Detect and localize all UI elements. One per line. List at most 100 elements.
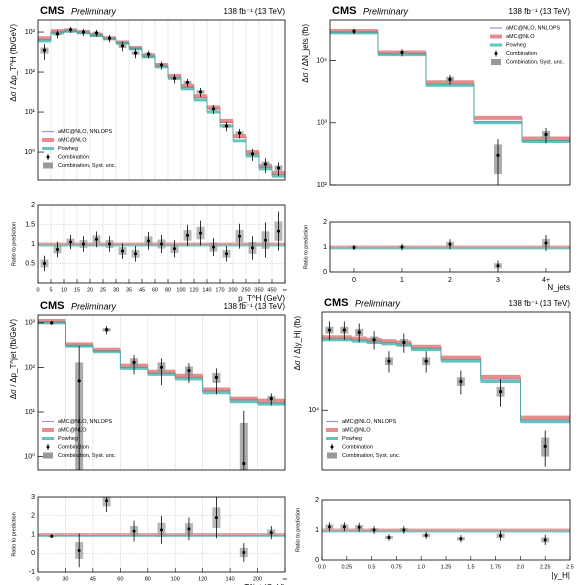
- ratio-y-tick-label: -1: [29, 569, 35, 576]
- data-point: [132, 360, 136, 364]
- legend-label: Powheg: [342, 436, 362, 442]
- ratio-plot: [322, 500, 570, 560]
- data-point: [352, 29, 356, 34]
- x-tick-label: 2.5: [566, 564, 574, 570]
- plot-frame: [37, 19, 286, 181]
- legend-label: Combination, Syst. unc.: [58, 453, 117, 459]
- data-point: [107, 36, 112, 40]
- legend-label: Combination: [506, 51, 537, 57]
- plot-frame: [329, 19, 571, 186]
- cms-label: CMS: [324, 297, 348, 309]
- data-point: [94, 31, 99, 35]
- ratio-point: [147, 239, 150, 243]
- x-tick-label: 1.0: [417, 564, 425, 570]
- x-axis-label: |y_H|: [552, 571, 570, 580]
- data-point: [198, 90, 203, 94]
- plot-frame: [321, 311, 571, 471]
- data-point: [159, 63, 164, 67]
- ratio-frame: [37, 204, 286, 284]
- ratio-y-tick-label: 2: [323, 219, 327, 226]
- ratio-point: [544, 241, 548, 245]
- y-tick-label: 10¹: [25, 409, 36, 416]
- x-tick-label: 0.0: [318, 564, 326, 570]
- ratio-point: [372, 528, 376, 532]
- y-tick-label: 10⁴: [308, 407, 319, 414]
- y-tick-label: 10⁰: [24, 452, 35, 460]
- data-point: [187, 368, 191, 373]
- y-axis-label: Δσ / Δp_T^H (fb/GeV): [9, 24, 18, 102]
- ratio-point: [105, 499, 109, 503]
- legend-label: Powheg: [58, 146, 78, 152]
- ratio-y-tick-label: 2: [315, 497, 319, 504]
- x-tick-label: 200: [228, 287, 237, 293]
- ratio-point: [459, 537, 463, 541]
- x-tick-label: 170: [215, 287, 224, 293]
- ratio-point: [277, 229, 280, 233]
- ratio-y-tick-label: 1: [315, 527, 319, 534]
- ratio-y-tick-label: 0: [323, 269, 327, 276]
- x-tick-label: 30: [62, 576, 68, 582]
- legend-label: aMC@NLO, NNLOPS: [58, 419, 113, 425]
- data-point: [211, 107, 216, 111]
- cms-label: CMS: [332, 5, 356, 17]
- x-tick-label: ∞: [283, 287, 287, 293]
- legend-label: Combination: [58, 444, 89, 450]
- legend-swatch: [46, 445, 50, 449]
- x-tick-label: 35: [126, 287, 132, 293]
- ratio-point: [238, 234, 241, 238]
- data-point: [544, 132, 548, 137]
- ratio-point: [499, 534, 503, 538]
- ratio-point: [269, 531, 273, 535]
- data-point: [276, 166, 281, 170]
- data-point: [81, 30, 86, 34]
- x-tick-label: 2.25: [540, 564, 551, 570]
- data-point: [424, 359, 428, 363]
- legend-swatch: [330, 445, 334, 449]
- ratio-point: [199, 231, 202, 235]
- y-tick-label: 10²: [25, 364, 36, 371]
- x-tick-label: 2: [448, 277, 452, 284]
- legend-label: aMC@NLO: [58, 427, 87, 433]
- ratio-point: [108, 242, 111, 246]
- legend-label: aMC@NLO, NNLOPS: [58, 129, 113, 135]
- ratio-point: [50, 534, 54, 538]
- x-tick-label: 100: [171, 576, 180, 582]
- data-point: [55, 32, 60, 36]
- data-point: [400, 50, 404, 55]
- data-point: [146, 52, 151, 56]
- data-point: [250, 152, 255, 156]
- y-tick-label: 10⁴: [316, 57, 327, 64]
- x-axis-label: p_T^jet (GeV): [235, 583, 285, 585]
- legend-label: aMC@NLO, NNLOPS: [342, 419, 397, 425]
- data-point: [372, 338, 376, 342]
- data-point: [269, 396, 273, 401]
- ratio-point: [357, 525, 361, 529]
- data-point: [387, 359, 391, 363]
- lumi-label: 138 fb⁻¹ (13 TeV): [224, 7, 286, 16]
- x-tick-label: 45: [139, 287, 145, 293]
- data-point: [498, 390, 503, 394]
- plot-frame: [37, 314, 286, 471]
- ratio-y-tick-label: 1: [323, 244, 327, 251]
- legend-label: aMC@NLO: [506, 34, 535, 40]
- legend-swatch: [494, 52, 498, 55]
- x-tick-label: 45: [90, 576, 96, 582]
- ratio-y-tick-label: 1.5: [25, 221, 35, 228]
- ratio-point: [69, 240, 72, 244]
- legend-label: Combination: [58, 154, 89, 160]
- ratio-plot: [330, 222, 570, 272]
- preliminary-label: Preliminary: [363, 6, 409, 16]
- ratio-point: [82, 242, 85, 246]
- ratio-point: [160, 528, 163, 532]
- ratio-point: [342, 525, 346, 529]
- data-point: [77, 379, 81, 383]
- ratio-point: [448, 242, 452, 246]
- x-tick-label: 120: [189, 287, 198, 293]
- x-tick-label: 0: [36, 287, 39, 293]
- main-plot: [38, 20, 285, 180]
- legend-swatch: [327, 452, 337, 459]
- x-tick-label: 120: [198, 576, 207, 582]
- y-axis-label: Δσ / ΔN_jets (fb): [301, 24, 310, 83]
- main-plot: [38, 315, 285, 470]
